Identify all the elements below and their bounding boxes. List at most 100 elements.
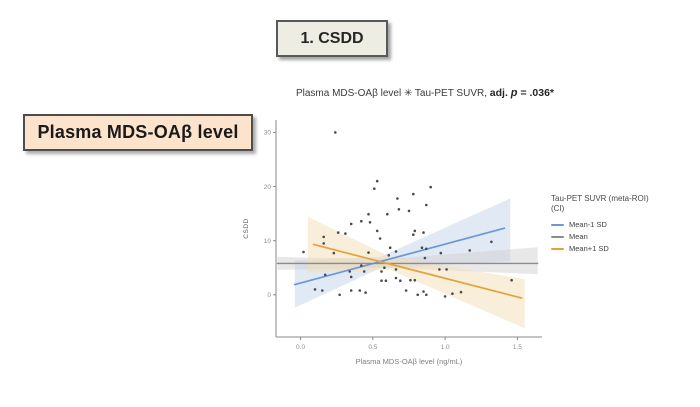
y-tick-label: 30 (264, 130, 272, 137)
data-point (438, 268, 441, 271)
data-point (416, 293, 419, 297)
legend-dash-icon (551, 223, 564, 226)
data-point (412, 192, 415, 196)
data-point (360, 219, 363, 223)
x-tick-label: 0.0 (296, 344, 305, 351)
data-point (364, 291, 367, 294)
data-point (396, 197, 399, 200)
legend-entries: Mean-1 SD Mean Mean+1 SD (551, 220, 699, 253)
y-tick-label: 10 (264, 238, 272, 245)
data-point (348, 270, 351, 273)
data-point (375, 229, 379, 233)
data-point (429, 185, 432, 189)
data-point (445, 268, 448, 271)
data-point (378, 237, 382, 240)
data-point (413, 229, 417, 233)
data-point (425, 203, 428, 207)
data-point (422, 231, 425, 234)
data-point (425, 293, 428, 297)
chart-title-prefix: Plasma MDS-OAβ level ✳ Tau-PET SUVR, (295, 88, 490, 99)
data-point (394, 250, 398, 253)
data-point (439, 251, 443, 255)
data-point (397, 208, 401, 211)
data-point (368, 221, 372, 224)
data-point (336, 231, 340, 234)
data-point (302, 250, 305, 254)
data-point (358, 289, 362, 292)
chart-title-p: p (510, 87, 518, 99)
data-point (423, 256, 427, 260)
data-point (412, 233, 415, 236)
legend: Tau-PET SUVR (meta-ROI) (CI) Mean-1 SD Me… (551, 194, 699, 256)
data-point (413, 278, 417, 282)
x-axis-label: Plasma MDS-OAβ level (ng/mL) (356, 357, 463, 366)
data-point (425, 247, 428, 251)
data-point (349, 289, 353, 292)
chart-title-adj: adj. (489, 87, 511, 99)
x-tick-label: 0.5 (368, 344, 377, 351)
data-point (322, 242, 325, 245)
data-point (380, 270, 383, 273)
legend-entry: Mean (551, 232, 699, 241)
data-point (322, 235, 325, 239)
y-axis-label: CSDD (243, 218, 250, 238)
y-tick-label: 20 (264, 184, 272, 191)
regression-line (293, 227, 506, 286)
variable-label-box: Plasma MDS-OAβ level (23, 114, 253, 151)
legend-label: Mean-1 SD (569, 220, 607, 229)
data-point (362, 270, 366, 273)
legend-entry: Mean-1 SD (551, 220, 699, 229)
data-point (409, 278, 412, 282)
x-tick-label: 1.0 (441, 344, 450, 351)
data-point (367, 212, 370, 216)
legend-entry: Mean+1 SD (551, 244, 699, 253)
variable-label: Plasma MDS-OAβ level (37, 122, 239, 142)
data-point (375, 179, 379, 183)
ci-band (294, 198, 511, 308)
data-point (510, 278, 513, 282)
data-point (338, 293, 341, 297)
data-point (349, 275, 353, 279)
data-point (420, 246, 424, 249)
data-point (422, 290, 425, 293)
step-title: 1. CSDD (300, 29, 364, 47)
legend-label: Mean (569, 232, 588, 241)
data-point (383, 266, 386, 269)
legend-title: Tau-PET SUVR (meta-ROI) (551, 194, 649, 203)
data-point (468, 249, 471, 252)
data-point (490, 240, 493, 244)
data-point (387, 254, 391, 257)
data-point (373, 187, 376, 190)
scatter-plot: 0 10 20 30 0.0 0.5 1.0 1.5 CSDD Plasma MDS-OAβ le… (243, 120, 542, 366)
legend-label: Mean+1 SD (569, 244, 609, 253)
step-title-box: 1. CSDD (276, 20, 388, 57)
data-point (367, 251, 370, 254)
data-point (380, 279, 383, 282)
data-point (344, 232, 347, 235)
chart-title-pvalue: = .036* (517, 87, 555, 99)
data-point (360, 264, 363, 267)
data-point (313, 288, 317, 291)
data-point (394, 268, 398, 271)
data-point (459, 290, 463, 294)
data-point (451, 292, 454, 295)
data-point (323, 273, 327, 277)
ci-band (307, 216, 525, 329)
data-point (349, 222, 353, 226)
data-point (443, 295, 447, 298)
x-tick-label: 1.5 (513, 344, 522, 351)
data-point (384, 279, 388, 282)
data-point (404, 289, 408, 292)
legend-dash-icon (551, 247, 564, 250)
data-point (394, 276, 398, 280)
data-point (386, 212, 389, 216)
data-point (321, 289, 324, 292)
chart-title: Plasma MDS-OAβ level ✳ Tau-PET SUVR, adj… (260, 87, 590, 99)
data-point (399, 279, 402, 282)
legend-dash-icon (551, 235, 564, 238)
data-point (334, 131, 337, 134)
regression-line (312, 243, 523, 299)
data-point (388, 246, 392, 249)
data-point (407, 209, 411, 213)
